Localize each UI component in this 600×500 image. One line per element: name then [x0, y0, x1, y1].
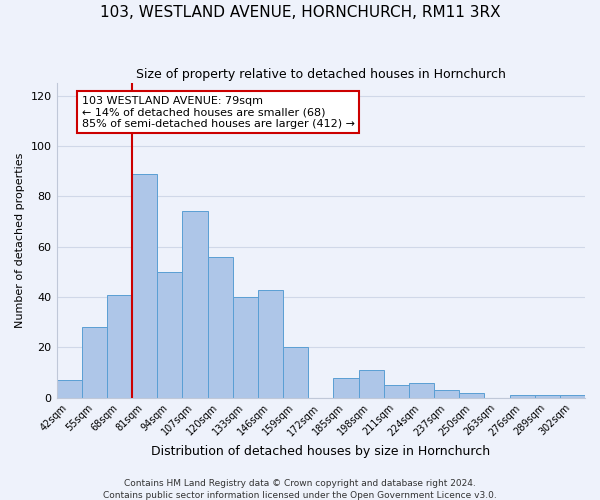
Text: 103, WESTLAND AVENUE, HORNCHURCH, RM11 3RX: 103, WESTLAND AVENUE, HORNCHURCH, RM11 3… — [100, 5, 500, 20]
Bar — [359, 370, 383, 398]
Bar — [157, 272, 182, 398]
Bar — [132, 174, 157, 398]
Title: Size of property relative to detached houses in Hornchurch: Size of property relative to detached ho… — [136, 68, 506, 80]
Text: Contains HM Land Registry data © Crown copyright and database right 2024.
Contai: Contains HM Land Registry data © Crown c… — [103, 478, 497, 500]
X-axis label: Distribution of detached houses by size in Hornchurch: Distribution of detached houses by size … — [151, 444, 490, 458]
Bar — [182, 212, 208, 398]
Bar — [409, 382, 434, 398]
Bar — [434, 390, 459, 398]
Bar — [82, 328, 107, 398]
Bar — [459, 392, 484, 398]
Bar — [107, 294, 132, 398]
Y-axis label: Number of detached properties: Number of detached properties — [15, 152, 25, 328]
Bar — [258, 290, 283, 398]
Bar — [535, 396, 560, 398]
Bar — [208, 257, 233, 398]
Bar — [560, 396, 585, 398]
Bar — [509, 396, 535, 398]
Bar — [283, 348, 308, 398]
Text: 103 WESTLAND AVENUE: 79sqm
← 14% of detached houses are smaller (68)
85% of semi: 103 WESTLAND AVENUE: 79sqm ← 14% of deta… — [82, 96, 355, 129]
Bar — [334, 378, 359, 398]
Bar — [56, 380, 82, 398]
Bar — [383, 385, 409, 398]
Bar — [233, 297, 258, 398]
